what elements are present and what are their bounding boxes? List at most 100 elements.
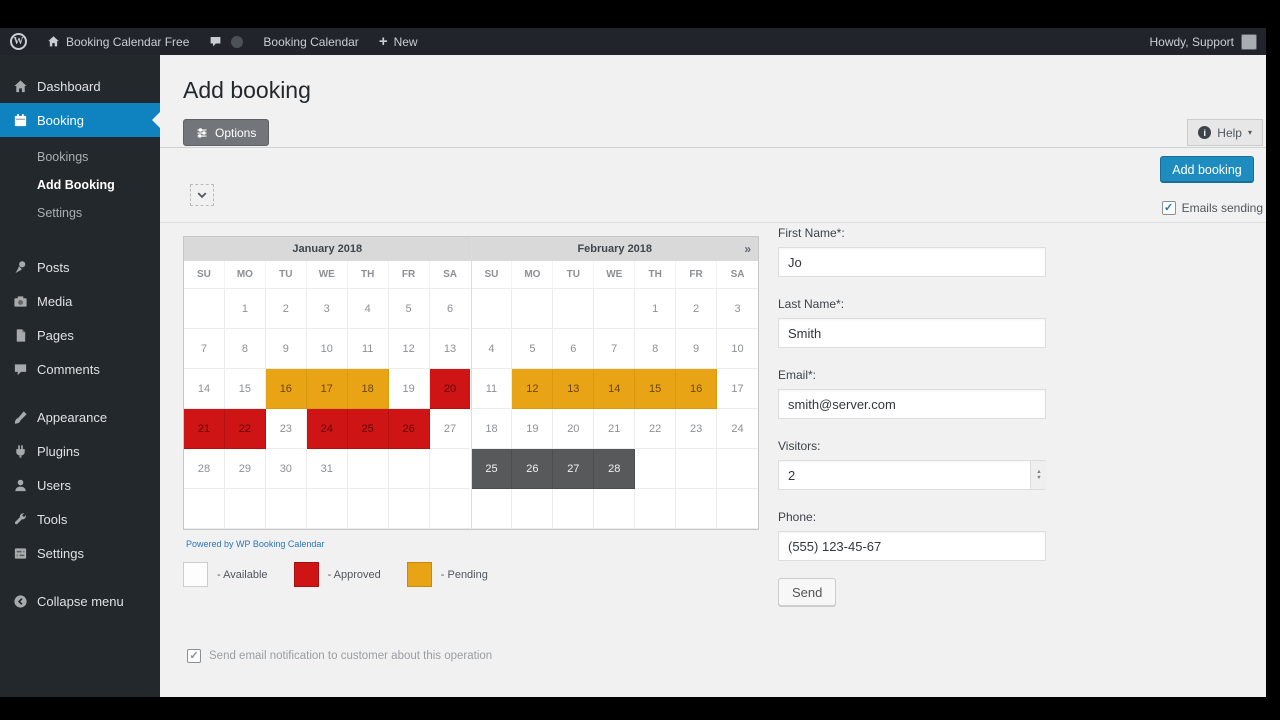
toggle-panel-chevron[interactable] (190, 184, 214, 206)
last-name-input[interactable] (778, 318, 1046, 348)
day-cell[interactable]: 5 (388, 289, 430, 329)
sidebar-item-media[interactable]: Media (0, 284, 160, 318)
day-cell[interactable]: 21 (184, 409, 225, 449)
day-cell[interactable]: 10 (717, 329, 758, 369)
add-booking-button[interactable]: Add booking (1160, 156, 1254, 183)
day-cell[interactable]: 8 (224, 329, 266, 369)
sidebar-subitem-add-booking[interactable]: Add Booking (37, 178, 115, 192)
day-cell[interactable]: 7 (184, 329, 225, 369)
sidebar-subitem-bookings[interactable]: Bookings (37, 150, 89, 164)
day-cell[interactable]: 7 (594, 329, 636, 369)
day-cell[interactable]: 24 (717, 409, 758, 449)
day-cell[interactable]: 4 (471, 329, 513, 369)
day-cell[interactable]: 13 (553, 369, 595, 409)
day-cell[interactable]: 3 (306, 289, 348, 329)
email-input[interactable] (778, 389, 1046, 419)
sidebar-item-users[interactable]: Users (0, 468, 160, 502)
new-menu[interactable]: + New (369, 28, 428, 55)
day-cell[interactable]: 31 (306, 449, 348, 489)
user-avatar[interactable] (1241, 33, 1257, 50)
sidebar-item-comments[interactable]: Comments (0, 352, 160, 386)
day-cell[interactable]: 15 (224, 369, 266, 409)
day-cell[interactable]: 22 (635, 409, 677, 449)
phone-input[interactable] (778, 531, 1046, 561)
select-spinner-icon[interactable]: ▲ ▼ (1030, 461, 1047, 489)
day-cell[interactable]: 14 (184, 369, 225, 409)
next-month-arrow[interactable]: » (744, 242, 751, 256)
day-cell[interactable]: 2 (265, 289, 307, 329)
day-cell[interactable]: 8 (635, 329, 677, 369)
day-cell[interactable]: 19 (512, 409, 554, 449)
sidebar-item-tools[interactable]: Tools (0, 502, 160, 536)
sidebar-item-posts[interactable]: Posts (0, 250, 160, 284)
site-name-menu[interactable]: Booking Calendar Free (37, 28, 199, 55)
day-cell[interactable]: 11 (471, 369, 513, 409)
day-cell[interactable]: 9 (265, 329, 307, 369)
first-name-input[interactable] (778, 247, 1046, 277)
day-cell[interactable]: 14 (594, 369, 636, 409)
day-cell[interactable]: 19 (388, 369, 430, 409)
last-name-label: Last Name*: (778, 297, 845, 311)
day-cell[interactable]: 28 (594, 449, 636, 489)
sidebar-item-settings[interactable]: Settings (0, 536, 160, 570)
day-cell[interactable]: 2 (676, 289, 718, 329)
sidebar-subitem-settings[interactable]: Settings (37, 206, 83, 220)
day-cell[interactable]: 30 (265, 449, 307, 489)
emails-sending-checkbox[interactable] (1161, 201, 1176, 215)
day-cell[interactable]: 16 (676, 369, 718, 409)
day-cell[interactable]: 27 (553, 449, 595, 489)
day-cell[interactable]: 1 (224, 289, 266, 329)
day-cell[interactable]: 20 (553, 409, 595, 449)
day-cell[interactable]: 26 (512, 449, 554, 489)
howdy-menu[interactable]: Howdy, Support (1149, 34, 1235, 49)
powered-by-link[interactable]: Powered by WP Booking Calendar (186, 539, 325, 549)
day-cell[interactable]: 16 (265, 369, 307, 409)
brush-icon (11, 410, 29, 425)
day-cell[interactable]: 6 (553, 329, 595, 369)
sidebar-item-dashboard[interactable]: Dashboard (0, 69, 160, 103)
day-cell[interactable]: 26 (388, 409, 430, 449)
day-cell[interactable]: 18 (347, 369, 389, 409)
day-cell[interactable]: 6 (429, 289, 471, 329)
day-cell[interactable]: 9 (676, 329, 718, 369)
day-cell[interactable]: 11 (347, 329, 389, 369)
day-cell[interactable]: 13 (429, 329, 471, 369)
day-cell[interactable]: 17 (717, 369, 758, 409)
comments-menu[interactable] (199, 28, 253, 55)
day-cell[interactable]: 17 (306, 369, 348, 409)
day-cell[interactable]: 20 (429, 369, 471, 409)
send-button[interactable]: Send (778, 578, 837, 606)
help-button[interactable]: i Help ▾ (1187, 119, 1263, 146)
day-cell[interactable]: 3 (717, 289, 758, 329)
day-cell[interactable]: 22 (224, 409, 266, 449)
day-cell[interactable]: 18 (471, 409, 513, 449)
day-cell[interactable]: 12 (512, 369, 554, 409)
sidebar-item-appearance[interactable]: Appearance (0, 400, 160, 434)
day-cell[interactable]: 25 (471, 449, 513, 489)
plugin-menu[interactable]: Booking Calendar (253, 28, 368, 55)
day-cell[interactable]: 5 (512, 329, 554, 369)
day-cell[interactable]: 28 (184, 449, 225, 489)
day-cell[interactable]: 25 (347, 409, 389, 449)
emails-sending-checkbox-row[interactable]: Emails sending (1161, 201, 1263, 215)
day-cell[interactable]: 24 (306, 409, 348, 449)
day-cell[interactable]: 21 (594, 409, 636, 449)
sidebar-item-pages[interactable]: Pages (0, 318, 160, 352)
options-button[interactable]: Options (183, 119, 270, 146)
sidebar-item-booking[interactable]: Booking (0, 103, 160, 137)
day-cell[interactable]: 23 (265, 409, 307, 449)
day-cell[interactable]: 27 (429, 409, 471, 449)
send-notification-checkbox[interactable] (187, 649, 201, 663)
send-notification-checkbox-row[interactable]: Send email notification to customer abou… (187, 649, 492, 663)
sidebar-item-plugins[interactable]: Plugins (0, 434, 160, 468)
wordpress-logo-menu[interactable]: W (0, 28, 37, 55)
day-cell[interactable]: 15 (635, 369, 677, 409)
day-cell[interactable]: 23 (676, 409, 718, 449)
day-cell[interactable]: 1 (635, 289, 677, 329)
day-cell[interactable]: 10 (306, 329, 348, 369)
day-cell[interactable]: 29 (224, 449, 266, 489)
day-cell[interactable]: 12 (388, 329, 430, 369)
sidebar-item-collapse-menu[interactable]: Collapse menu (0, 584, 160, 618)
day-cell[interactable]: 4 (347, 289, 389, 329)
visitors-input[interactable] (778, 460, 1046, 490)
